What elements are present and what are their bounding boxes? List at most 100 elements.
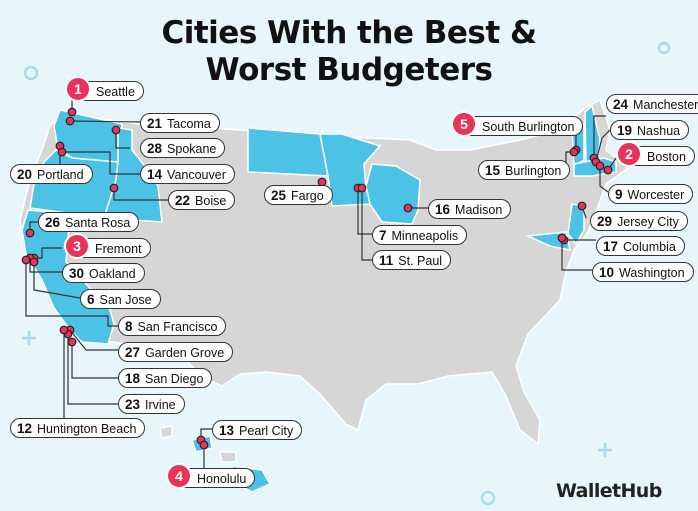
city-label-san-francisco: 8 San Francisco — [118, 316, 227, 336]
rank-number: 17 — [603, 239, 619, 254]
city-name: Oakland — [89, 267, 136, 281]
city-marker-san-francisco — [21, 255, 31, 265]
city-label-honolulu: 4 Honolulu — [166, 463, 256, 489]
city-label-minneapolis: 7 Minneapolis — [372, 225, 468, 245]
rank-number: 27 — [125, 345, 141, 360]
city-marker-tacoma — [65, 116, 75, 126]
city-label-san-diego: 18 San Diego — [118, 368, 213, 388]
rank-number: 24 — [613, 97, 629, 112]
city-label-pearl-city: 13 Pearl City — [212, 420, 303, 440]
city-marker-madison — [403, 203, 413, 213]
city-label-madison: 16 Madison — [428, 199, 512, 219]
rank-number: 11 — [379, 253, 394, 268]
city-marker-huntington-beach — [59, 325, 69, 335]
city-marker-santa-rosa — [25, 228, 35, 238]
city-marker-worcester — [595, 161, 605, 171]
city-name: St. Paul — [398, 254, 443, 268]
city-label-nashua: 19 Nashua — [610, 120, 690, 140]
map-title-line-2: Worst Budgeters — [205, 52, 493, 88]
rank-number: 22 — [175, 193, 191, 208]
city-label-fremont: 3 Fremont — [64, 233, 151, 259]
city-name: Seattle — [96, 85, 135, 99]
city-label-st-paul: 11 St. Paul — [372, 250, 452, 270]
city-name: Vancouver — [167, 168, 226, 182]
rank-number: 8 — [125, 319, 133, 334]
city-name: Boise — [195, 194, 227, 208]
city-label-huntington-beach: 12 Huntington Beach — [10, 418, 146, 438]
city-name: South Burlington — [482, 120, 575, 134]
city-label-worcester: 9 Worcester — [608, 184, 694, 204]
city-name: Garden Grove — [145, 346, 225, 360]
decor-plus — [598, 443, 612, 457]
city-name: Huntington Beach — [37, 422, 137, 436]
city-marker-spokane — [111, 125, 121, 135]
rank-number: 10 — [599, 265, 615, 280]
city-name: Fremont — [95, 242, 142, 256]
rank-badge: 4 — [166, 463, 192, 489]
city-label-san-jose: 6 San Jose — [80, 289, 161, 309]
city-name: San Diego — [145, 372, 204, 386]
city-marker-san-diego — [67, 337, 77, 347]
city-label-boise: 22 Boise — [168, 190, 236, 210]
city-name: San Jose — [99, 293, 152, 307]
rank-number: 19 — [617, 123, 633, 138]
hawaii-maui — [219, 451, 237, 463]
city-marker-boston — [603, 165, 613, 175]
city-label-tacoma: 21 Tacoma — [140, 113, 220, 133]
rank-number: 28 — [147, 141, 163, 156]
state-idaho — [102, 127, 163, 223]
decor-ring — [23, 65, 39, 81]
city-name: Irvine — [145, 398, 176, 412]
city-label-boston: 2 Boston — [616, 141, 695, 167]
city-label-burlington: 15 Burlington — [478, 160, 571, 180]
city-label-columbia: 17 Columbia — [596, 236, 685, 256]
city-marker-boise — [109, 183, 119, 193]
city-marker-burlington — [569, 147, 579, 157]
rank-number: 21 — [147, 116, 163, 131]
city-name: San Francisco — [137, 320, 218, 334]
rank-badge: 3 — [64, 233, 90, 259]
city-marker-st-paul — [357, 183, 367, 193]
city-label-jersey-city: 29 Jersey City — [590, 211, 688, 231]
rank-number: 12 — [17, 421, 33, 436]
city-label-fargo: 25 Fargo — [264, 185, 333, 205]
city-marker-jersey-city — [577, 201, 587, 211]
city-name: Jersey City — [617, 215, 679, 229]
city-label-washington: 10 Washington — [592, 262, 694, 282]
decor-ring — [480, 490, 496, 506]
city-label-santa-rosa: 26 Santa Rosa — [38, 212, 140, 232]
city-label-oakland: 30 Oakland — [62, 263, 145, 283]
city-label-manchester: 24 Manchester — [606, 94, 698, 114]
rank-badge: 2 — [616, 141, 642, 167]
city-name: Portland — [37, 168, 84, 182]
rank-badge: 5 — [451, 111, 477, 137]
city-marker-vancouver — [57, 147, 67, 157]
state-north-dakota — [247, 127, 329, 177]
city-marker-seattle — [67, 107, 77, 117]
rank-number: 29 — [597, 214, 613, 229]
city-marker-san-jose — [29, 257, 39, 267]
rank-number: 23 — [125, 397, 141, 412]
city-label-portland: 20 Portland — [10, 164, 93, 184]
decor-ring — [657, 41, 671, 55]
city-label-irvine: 23 Irvine — [118, 394, 185, 414]
decor-plus — [22, 331, 36, 345]
city-marker-washington — [557, 233, 567, 243]
city-name: Madison — [455, 203, 503, 217]
city-name: Tacoma — [167, 117, 211, 131]
city-label-spokane: 28 Spokane — [140, 138, 226, 158]
rank-number: 16 — [435, 202, 451, 217]
city-name: Honolulu — [197, 472, 247, 486]
city-name: Santa Rosa — [65, 216, 131, 230]
city-name: Columbia — [623, 240, 676, 254]
rank-number: 18 — [125, 371, 141, 386]
rank-number: 13 — [219, 423, 235, 438]
city-label-south-burlington: 5 South Burlington — [451, 111, 584, 137]
city-name: Fargo — [291, 189, 324, 203]
rank-number: 7 — [379, 228, 387, 243]
rank-number: 9 — [615, 187, 623, 202]
wallethub-logo: WalletHub — [556, 480, 662, 502]
city-name: Burlington — [505, 164, 562, 178]
city-marker-honolulu — [199, 440, 209, 450]
